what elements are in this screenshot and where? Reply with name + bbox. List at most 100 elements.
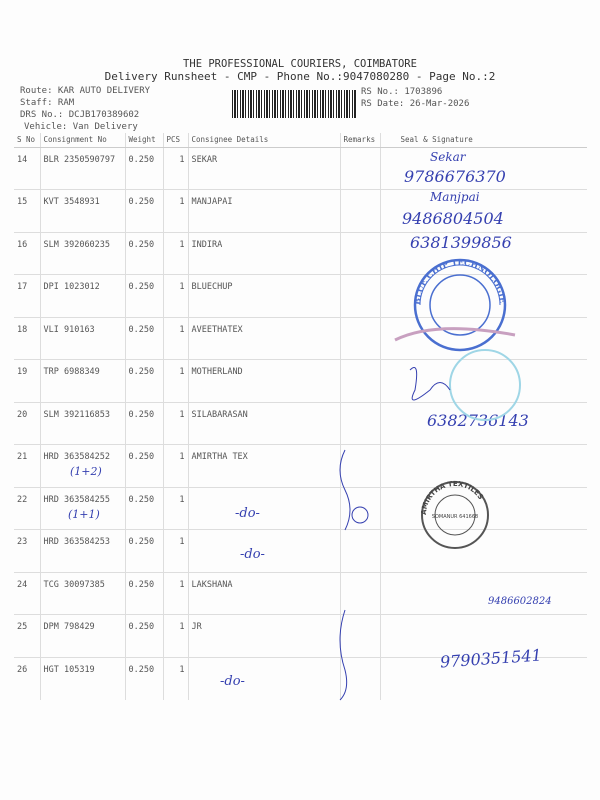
s-no: 26 — [14, 656, 40, 700]
pcs: 1 — [162, 359, 188, 402]
consignee: LAKSHANA — [187, 571, 340, 615]
consignee: AMIRTHA TEX — [187, 444, 340, 487]
consignment-no: VLI 910163 — [39, 316, 125, 360]
consignment-no: HRD 363584252 — [39, 444, 125, 487]
handwritten-note: (1+2) — [70, 465, 102, 478]
col-pcs: PCS — [162, 133, 188, 148]
handwritten-note: (1+1) — [68, 508, 100, 521]
seal-signature — [379, 401, 587, 445]
remarks — [339, 146, 380, 190]
svg-text:AMIRTHA TEXTILES: AMIRTHA TEXTILES — [420, 480, 485, 515]
col-weight: Weight — [124, 133, 163, 148]
remarks — [339, 359, 380, 402]
weight: 0.250 — [124, 444, 163, 487]
table-row: 14 BLR 2350590797 0.250 1 SEKAR — [14, 146, 587, 190]
seal-signature — [379, 614, 587, 657]
remarks — [339, 274, 380, 317]
ditto-mark: -do- — [240, 547, 265, 562]
remarks — [339, 571, 380, 615]
consignment-no: DPM 798429 — [39, 614, 125, 657]
s-no: 21 — [14, 444, 40, 487]
consignee: MOTHERLAND — [187, 359, 340, 402]
table-row: 23 HRD 363584253 0.250 1 — [14, 529, 587, 572]
remarks — [339, 189, 380, 232]
rs-date: RS Date: 26-Mar-2026 — [361, 99, 470, 109]
handwritten-phone: 6381399856 — [410, 233, 512, 252]
weight: 0.250 — [124, 359, 163, 402]
s-no: 22 — [14, 486, 40, 530]
remarks — [339, 401, 380, 445]
weight: 0.250 — [124, 189, 163, 232]
signature: Manjpai — [430, 190, 480, 204]
ditto-mark: -do- — [235, 506, 260, 521]
col-consignee: Consignee Details — [187, 133, 340, 148]
pcs: 1 — [162, 656, 188, 700]
seal-signature — [379, 571, 587, 615]
table-row: 24 TCG 30097385 0.250 1 LAKSHANA — [14, 571, 587, 615]
s-no: 24 — [14, 571, 40, 615]
route: Route: KAR AUTO DELIVERY — [20, 86, 151, 96]
pcs: 1 — [162, 614, 188, 657]
bracket-mark — [339, 609, 348, 701]
s-no: 16 — [14, 231, 40, 275]
seal-signature — [379, 189, 587, 232]
s-no: 20 — [14, 401, 40, 445]
weight: 0.250 — [124, 614, 163, 657]
barcode — [232, 90, 357, 118]
ditto-mark: -do- — [220, 674, 245, 689]
consignment-no: HRD 363584255 — [39, 486, 125, 530]
pcs: 1 — [162, 146, 188, 190]
amirtha-stamp: AMIRTHA TEXTILES SOMANUR 641668 — [420, 480, 489, 549]
handwritten-phone: 9486804504 — [402, 209, 504, 228]
signature-scribble — [409, 367, 451, 401]
pcs: 1 — [162, 316, 188, 360]
seal-signature — [379, 359, 587, 402]
weight: 0.250 — [124, 146, 163, 190]
table-row: 20 SLM 392116853 0.250 1 SILABARASAN — [14, 401, 587, 445]
consignment-no: HRD 363584253 — [39, 529, 125, 572]
col-consignment: Consignment No — [39, 133, 125, 148]
weight: 0.250 — [124, 274, 163, 317]
consignee: BLUECHUP — [187, 274, 340, 317]
consignee: SILABARASAN — [187, 401, 340, 445]
handwritten-phone: 9786676370 — [404, 167, 506, 186]
pcs: 1 — [162, 231, 188, 275]
consignment-no: HGT 105319 — [39, 656, 125, 700]
table-row: 15 KVT 3548931 0.250 1 MANJAPAI — [14, 189, 587, 232]
consignee: JR — [187, 614, 340, 657]
faint-stamp — [449, 349, 521, 421]
consignee: INDIRA — [187, 231, 340, 275]
pcs: 1 — [162, 529, 188, 572]
signature: Sekar — [430, 150, 466, 164]
seal-signature — [379, 146, 587, 190]
s-no: 19 — [14, 359, 40, 402]
seal-signature — [379, 529, 587, 572]
runsheet-subtitle: Delivery Runsheet - CMP - Phone No.:9047… — [104, 70, 496, 83]
s-no: 23 — [14, 529, 40, 572]
remarks — [339, 529, 380, 572]
pcs: 1 — [162, 401, 188, 445]
consignee — [187, 486, 340, 530]
vehicle: Vehicle: Van Delivery — [24, 122, 138, 132]
pcs: 1 — [162, 274, 188, 317]
weight: 0.250 — [124, 529, 163, 572]
seal-signature — [379, 656, 587, 700]
consignee: MANJAPAI — [187, 189, 340, 232]
handwritten-phone: 6382736143 — [427, 411, 529, 430]
table-row: 21 HRD 363584252 0.250 1 AMIRTHA TEX — [14, 444, 587, 487]
stamp-smudge — [394, 327, 516, 342]
weight: 0.250 — [124, 316, 163, 360]
pcs: 1 — [162, 189, 188, 232]
weight: 0.250 — [124, 571, 163, 615]
consignee — [187, 529, 340, 572]
pcs: 1 — [162, 486, 188, 530]
table-row: 26 HGT 105319 0.250 1 — [14, 656, 587, 700]
s-no: 18 — [14, 316, 40, 360]
col-sno: S No — [14, 133, 40, 148]
pcs: 1 — [162, 444, 188, 487]
drs-no: DRS No.: DCJB170389602 — [20, 110, 140, 120]
consignment-no: TCG 30097385 — [39, 571, 125, 615]
remarks — [339, 316, 380, 360]
table-row: 22 HRD 363584255 0.250 1 — [14, 486, 587, 530]
